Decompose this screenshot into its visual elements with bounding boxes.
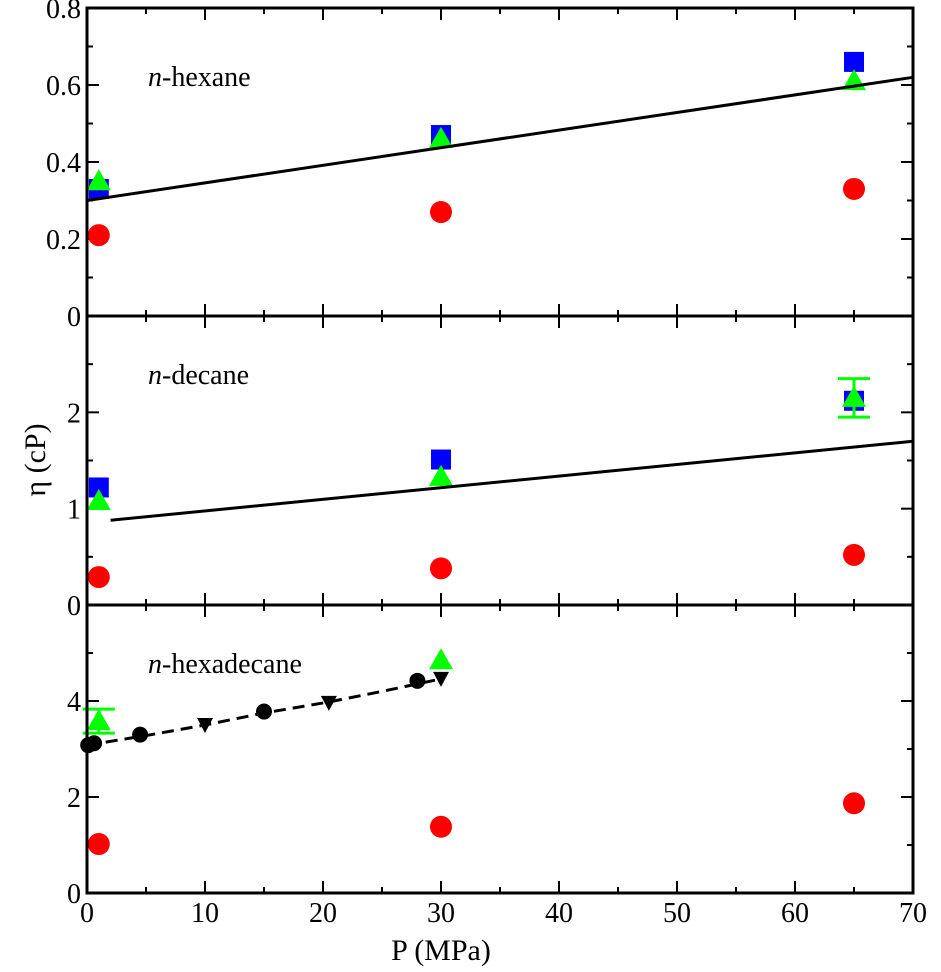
x-axis: 0 10 20 30 40 50 60 70 xyxy=(80,898,927,929)
x-axis-title: P (MPa) xyxy=(391,934,491,967)
data-point-square xyxy=(431,449,451,470)
y-tick-label: 0 xyxy=(67,591,81,622)
panel-label: n-hexane xyxy=(148,62,251,93)
data-point-triangle-up xyxy=(86,169,111,191)
data-point-triangle-down xyxy=(433,671,449,687)
y-tick-label: 4 xyxy=(67,687,81,718)
panel-label-italic: n xyxy=(148,62,162,93)
panel-hexadecane: 0 2 4 n-hexadecane xyxy=(67,603,915,910)
data-point-triangle-up xyxy=(842,385,866,407)
x-tick-label: 60 xyxy=(781,898,809,929)
panel-label-text: -hexadecane xyxy=(162,649,302,680)
panel-label: n-hexadecane xyxy=(148,649,302,680)
x-tick-label: 40 xyxy=(545,898,573,929)
panel-label-text: -decane xyxy=(162,360,249,391)
y-tick-label: 0 xyxy=(67,302,81,333)
y-tick-label: 0.8 xyxy=(46,0,81,25)
panel-label: n-decane xyxy=(148,360,249,391)
x-tick-label: 30 xyxy=(427,898,455,929)
data-point-circle xyxy=(430,201,452,224)
x-tick-label: 10 xyxy=(191,898,219,929)
y-tick-label: 0.4 xyxy=(46,148,81,179)
y-tick-label: 0.2 xyxy=(46,225,81,256)
series-line xyxy=(110,439,914,522)
data-point-circle xyxy=(87,224,110,247)
data-point-circle xyxy=(843,177,865,200)
data-point-circle xyxy=(430,557,452,580)
panel-frame xyxy=(85,603,915,895)
y-tick-label: 2 xyxy=(67,398,81,429)
data-point-circle xyxy=(430,815,452,838)
y-axis-title: η (cP) xyxy=(19,423,52,496)
data-point-circle xyxy=(843,792,865,815)
data-point-square xyxy=(844,51,864,72)
data-point-square xyxy=(88,477,109,498)
x-tick-label: 0 xyxy=(80,898,94,929)
panel-label-italic: n xyxy=(148,360,162,391)
panel-frame xyxy=(85,6,915,318)
series-line xyxy=(86,75,914,202)
data-point-triangle-up xyxy=(429,648,453,670)
data-point-triangle-up xyxy=(429,126,453,148)
series-line xyxy=(86,677,442,747)
panel-decane: 0 1 2 n-decane xyxy=(67,314,915,622)
panel-label-text: -hexane xyxy=(162,62,251,93)
data-point-triangle-up xyxy=(86,709,111,731)
data-point-circle xyxy=(87,566,110,589)
data-point-triangle-up xyxy=(86,488,111,510)
y-tick-label: 0 xyxy=(67,879,81,910)
x-tick-label: 20 xyxy=(309,898,337,929)
panel-hexane: 0 0.2 0.4 0.6 0.8 n-hexane xyxy=(46,0,915,333)
panel-label-italic: n xyxy=(148,649,162,680)
data-point-triangle-up xyxy=(429,464,453,486)
data-point-circle xyxy=(843,543,865,566)
x-tick-label: 50 xyxy=(663,898,691,929)
x-tick-label: 70 xyxy=(899,898,927,929)
y-tick-label: 0.6 xyxy=(46,71,81,102)
data-point-circle xyxy=(87,833,110,856)
y-tick-label: 1 xyxy=(67,495,81,526)
y-tick-label: 2 xyxy=(67,783,81,814)
